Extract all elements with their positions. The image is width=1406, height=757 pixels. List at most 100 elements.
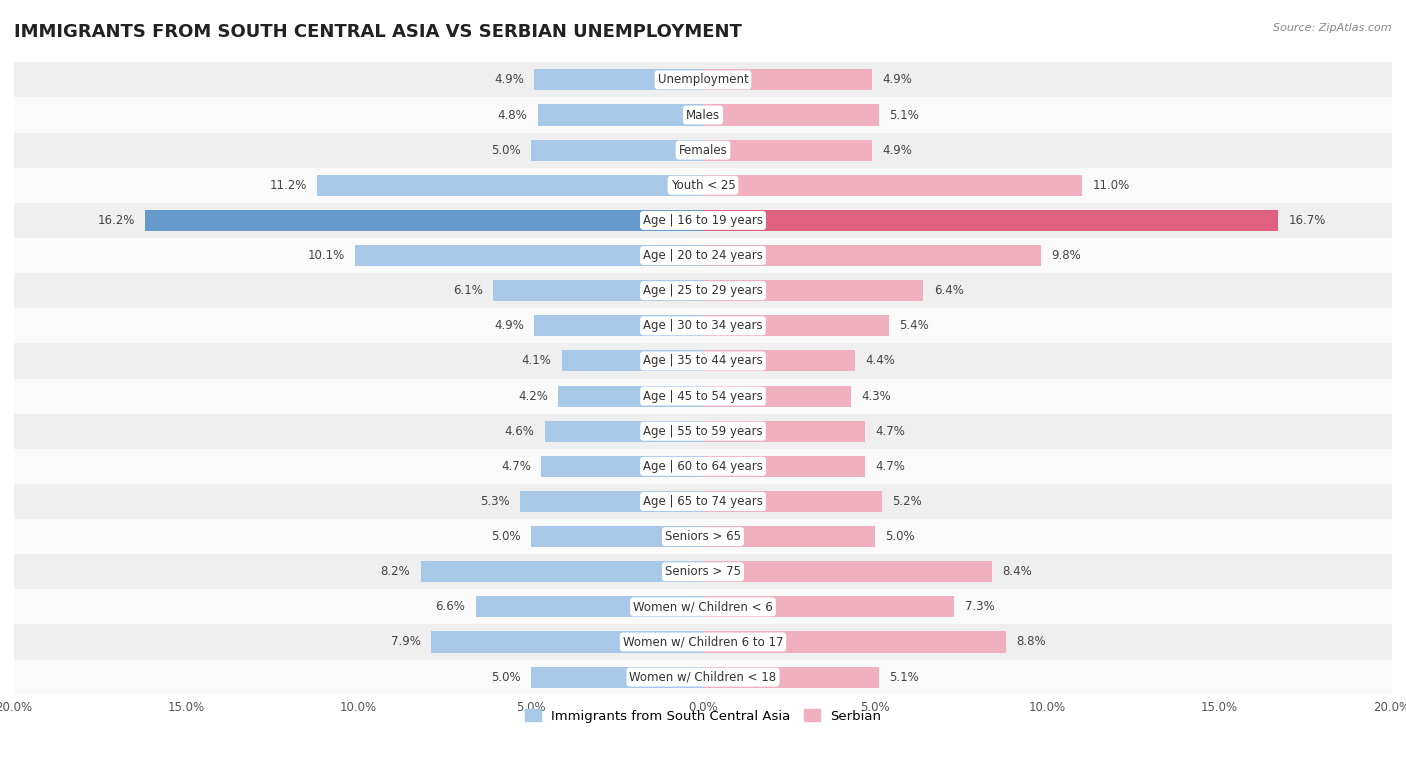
Text: 8.2%: 8.2% [381,565,411,578]
Bar [703,210,1278,231]
Text: 11.0%: 11.0% [1092,179,1129,192]
Bar [703,385,851,407]
Text: Women w/ Children < 6: Women w/ Children < 6 [633,600,773,613]
Bar [703,70,872,90]
Text: 4.9%: 4.9% [494,73,524,86]
Bar [14,413,1392,449]
Bar [703,526,875,547]
Text: 16.7%: 16.7% [1289,214,1326,227]
Bar [14,98,1392,132]
Text: Age | 65 to 74 years: Age | 65 to 74 years [643,495,763,508]
Text: 10.1%: 10.1% [308,249,344,262]
Text: 4.1%: 4.1% [522,354,551,367]
Text: 5.0%: 5.0% [491,144,520,157]
Text: 5.0%: 5.0% [491,530,520,543]
Text: 4.9%: 4.9% [882,73,912,86]
Text: Seniors > 65: Seniors > 65 [665,530,741,543]
Text: 6.6%: 6.6% [436,600,465,613]
Text: 5.0%: 5.0% [491,671,520,684]
Text: 4.7%: 4.7% [501,459,531,473]
Bar [14,132,1392,168]
Bar [703,421,865,442]
Bar [14,308,1392,344]
Bar [703,280,924,301]
Bar [430,631,703,653]
Text: 4.9%: 4.9% [882,144,912,157]
Bar [475,597,703,618]
Bar [14,344,1392,378]
Bar [14,484,1392,519]
Text: Seniors > 75: Seniors > 75 [665,565,741,578]
Bar [534,70,703,90]
Bar [145,210,703,231]
Text: Age | 30 to 34 years: Age | 30 to 34 years [643,319,763,332]
Bar [534,315,703,336]
Text: 5.0%: 5.0% [886,530,915,543]
Text: 4.9%: 4.9% [494,319,524,332]
Bar [703,667,879,687]
Text: 8.8%: 8.8% [1017,635,1046,649]
Text: 9.8%: 9.8% [1050,249,1081,262]
Bar [318,175,703,196]
Text: Unemployment: Unemployment [658,73,748,86]
Bar [537,104,703,126]
Text: Age | 60 to 64 years: Age | 60 to 64 years [643,459,763,473]
Bar [703,350,855,372]
Bar [14,203,1392,238]
Bar [703,245,1040,266]
Text: 4.4%: 4.4% [865,354,894,367]
Bar [531,667,703,687]
Text: Age | 55 to 59 years: Age | 55 to 59 years [643,425,763,438]
Text: 5.3%: 5.3% [481,495,510,508]
Text: 4.2%: 4.2% [519,390,548,403]
Text: Source: ZipAtlas.com: Source: ZipAtlas.com [1274,23,1392,33]
Bar [558,385,703,407]
Bar [703,315,889,336]
Text: Women w/ Children 6 to 17: Women w/ Children 6 to 17 [623,635,783,649]
Bar [703,597,955,618]
Bar [541,456,703,477]
Text: 4.6%: 4.6% [505,425,534,438]
Text: Females: Females [679,144,727,157]
Text: 16.2%: 16.2% [97,214,135,227]
Text: 4.3%: 4.3% [862,390,891,403]
Text: 4.7%: 4.7% [875,425,905,438]
Bar [544,421,703,442]
Bar [703,175,1083,196]
Text: 4.8%: 4.8% [498,108,527,122]
Bar [14,625,1392,659]
Text: 8.4%: 8.4% [1002,565,1032,578]
Bar [14,62,1392,98]
Text: 6.1%: 6.1% [453,284,482,298]
Bar [494,280,703,301]
Bar [14,168,1392,203]
Text: Age | 20 to 24 years: Age | 20 to 24 years [643,249,763,262]
Bar [14,589,1392,625]
Bar [14,238,1392,273]
Bar [703,491,882,512]
Text: 6.4%: 6.4% [934,284,963,298]
Text: 11.2%: 11.2% [270,179,307,192]
Bar [14,449,1392,484]
Bar [14,554,1392,589]
Text: 7.3%: 7.3% [965,600,994,613]
Text: 5.4%: 5.4% [900,319,929,332]
Bar [520,491,703,512]
Text: Women w/ Children < 18: Women w/ Children < 18 [630,671,776,684]
Bar [14,378,1392,413]
Bar [703,456,865,477]
Text: Age | 45 to 54 years: Age | 45 to 54 years [643,390,763,403]
Bar [531,526,703,547]
Bar [703,631,1007,653]
Legend: Immigrants from South Central Asia, Serbian: Immigrants from South Central Asia, Serb… [520,704,886,728]
Bar [703,104,879,126]
Text: Youth < 25: Youth < 25 [671,179,735,192]
Bar [531,139,703,160]
Bar [703,561,993,582]
Bar [356,245,703,266]
Text: 5.1%: 5.1% [889,108,918,122]
Text: Age | 35 to 44 years: Age | 35 to 44 years [643,354,763,367]
Text: 5.1%: 5.1% [889,671,918,684]
Bar [14,273,1392,308]
Text: Age | 16 to 19 years: Age | 16 to 19 years [643,214,763,227]
